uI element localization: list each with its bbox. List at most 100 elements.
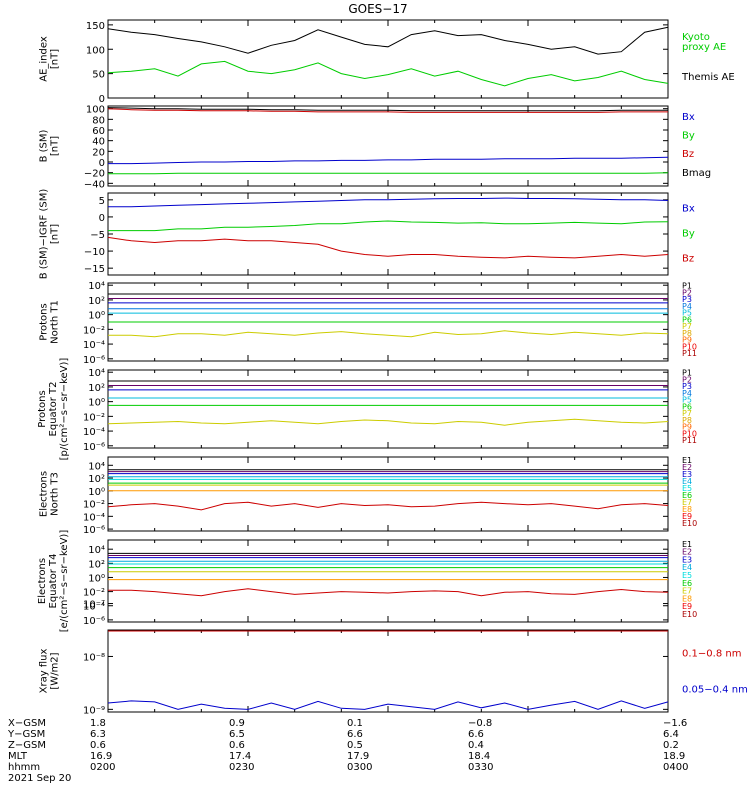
orbit-value: 6.6: [347, 729, 363, 740]
series-line-bigrf-7: [108, 220, 669, 232]
series-line-bsm-5: [107, 107, 668, 112]
orbit-row-label: MLT: [8, 751, 28, 762]
panel-bigrf: −15 −10 −5 0 5 B (SM)−IGRF (SM) [nT] Bx By Bz: [39, 189, 695, 280]
legend-entry: P5: [682, 396, 692, 405]
legend-entry: E8: [682, 594, 692, 603]
orbit-value: 0.4: [468, 740, 484, 751]
y-tick-label: 10⁻⁶: [83, 525, 105, 536]
legend-entry: P4: [682, 302, 692, 311]
legend-entry: P1: [682, 369, 692, 378]
series-line-pn-15: [108, 330, 669, 338]
series-line-pe-21: [107, 418, 669, 426]
y-axis-label: Protons: [39, 303, 50, 340]
legend-entry: E10: [682, 610, 697, 619]
legend-entry: E5: [682, 484, 692, 493]
legend-entry: E8: [682, 505, 692, 514]
y-tick-label: 10⁻⁴: [83, 602, 105, 613]
legend-entry: P1: [682, 282, 692, 291]
panel-frame: [107, 369, 669, 449]
y-tick-label: 20: [92, 147, 105, 158]
y-tick-label: 60: [92, 126, 105, 137]
legend-entry: E4: [682, 563, 692, 572]
legend-entry: E4: [682, 477, 692, 486]
y-tick-label: 10⁰: [88, 311, 105, 322]
orbit-value: 17.9: [347, 751, 369, 762]
legend-entry: P7: [682, 322, 692, 331]
legend-entry: P5: [682, 309, 692, 318]
y-tick-label: 100: [86, 105, 105, 116]
legend-entry: P10: [682, 342, 697, 351]
series-line-bigrf-6: [108, 197, 669, 208]
legend-entry: E1: [682, 540, 692, 549]
orbit-value: 0.2: [663, 740, 679, 751]
y-tick-label: 10⁻⁸: [83, 652, 105, 663]
y-axis-label: Electrons: [37, 558, 48, 604]
legend-entry: P6: [682, 402, 692, 411]
series-line-en-30: [107, 501, 669, 511]
y-axis-label: [nT]: [50, 49, 61, 69]
legend-entry: E10: [682, 519, 697, 528]
y-tick-label: 150: [86, 21, 105, 32]
y-tick-label: 10⁻⁶: [83, 355, 105, 366]
legend-entry: E2: [682, 548, 692, 557]
y-axis-label: North T1: [50, 300, 61, 344]
y-tick-label: 10⁴: [88, 368, 105, 379]
y-tick-label: −15: [84, 264, 105, 275]
y-axis-label: Xray flux: [39, 649, 50, 694]
y-tick-label: 10⁻²: [83, 325, 105, 336]
y-tick-label: 40: [92, 137, 105, 148]
orbit-row-label: Z−GSM: [8, 740, 46, 751]
legend-entry: Bx: [682, 112, 695, 123]
y-axis-label: [nT]: [50, 224, 61, 244]
y-tick-label: 10²: [88, 474, 105, 485]
y-tick-label: 10⁻⁴: [83, 512, 105, 523]
y-axis-label: [p/(cm²−s−sr−keV)]: [59, 358, 70, 461]
y-axis-label: [W/m2]: [50, 652, 61, 689]
orbit-value: 0.9: [229, 718, 245, 729]
y-tick-label: 100: [86, 45, 105, 56]
y-tick-label: 50: [92, 70, 105, 81]
legend-entry: By: [682, 131, 695, 142]
legend-entry: Themis AE: [681, 72, 735, 83]
panel-frame: [107, 539, 669, 623]
y-tick-label: 10⁰: [88, 398, 105, 409]
y-tick-label: 0: [99, 213, 105, 224]
legend-entry: Bz: [682, 149, 694, 160]
series-line-xray-41: [107, 700, 669, 710]
y-tick-label: 10⁰: [88, 487, 105, 498]
panel-pe: 10⁴ 10² 10⁰ 10⁻² 10⁻⁴ 10⁻⁶ Protons Equator T2 [p…: [37, 358, 697, 461]
legend-entry: P9: [682, 423, 692, 432]
legend-entry: Bz: [682, 253, 694, 264]
y-axis-label: Electrons: [39, 471, 50, 517]
orbit-value: 6.5: [229, 729, 245, 740]
panel-frame: [107, 456, 669, 532]
orbit-value: −0.8: [468, 718, 492, 729]
y-tick-label: 10⁻⁶: [83, 616, 105, 627]
legend-entry: P3: [682, 295, 692, 304]
y-tick-label: 10²: [88, 296, 105, 307]
legend-entry: E2: [682, 463, 692, 472]
legend-entry: P2: [682, 375, 692, 384]
legend-entry: P8: [682, 329, 692, 338]
orbit-value: 0200: [90, 762, 115, 773]
y-axis-label: B (SM)−IGRF (SM): [39, 189, 50, 280]
y-tick-label: 10⁴: [88, 281, 105, 292]
legend-entry: E1: [682, 456, 692, 465]
y-tick-label: 0: [99, 158, 105, 169]
series-line-bigrf-8: [107, 236, 669, 259]
y-tick-label: 0: [99, 94, 105, 105]
orbit-value: 0.6: [90, 740, 106, 751]
plot-date: 2021 Sep 20: [8, 773, 71, 784]
orbit-value: 16.9: [90, 751, 112, 762]
y-axis-label: [e/(cm²−s−sr−keV)]: [59, 530, 70, 633]
y-tick-label: 10⁰: [88, 573, 105, 584]
y-tick-label: 5: [99, 196, 105, 207]
legend-entry: Bmag: [682, 168, 711, 179]
legend-entry: P10: [682, 429, 697, 438]
y-tick-label: 10⁻⁹: [83, 705, 105, 716]
series-line-bsm-2: [108, 156, 669, 165]
y-tick-label: 10²: [88, 383, 105, 394]
